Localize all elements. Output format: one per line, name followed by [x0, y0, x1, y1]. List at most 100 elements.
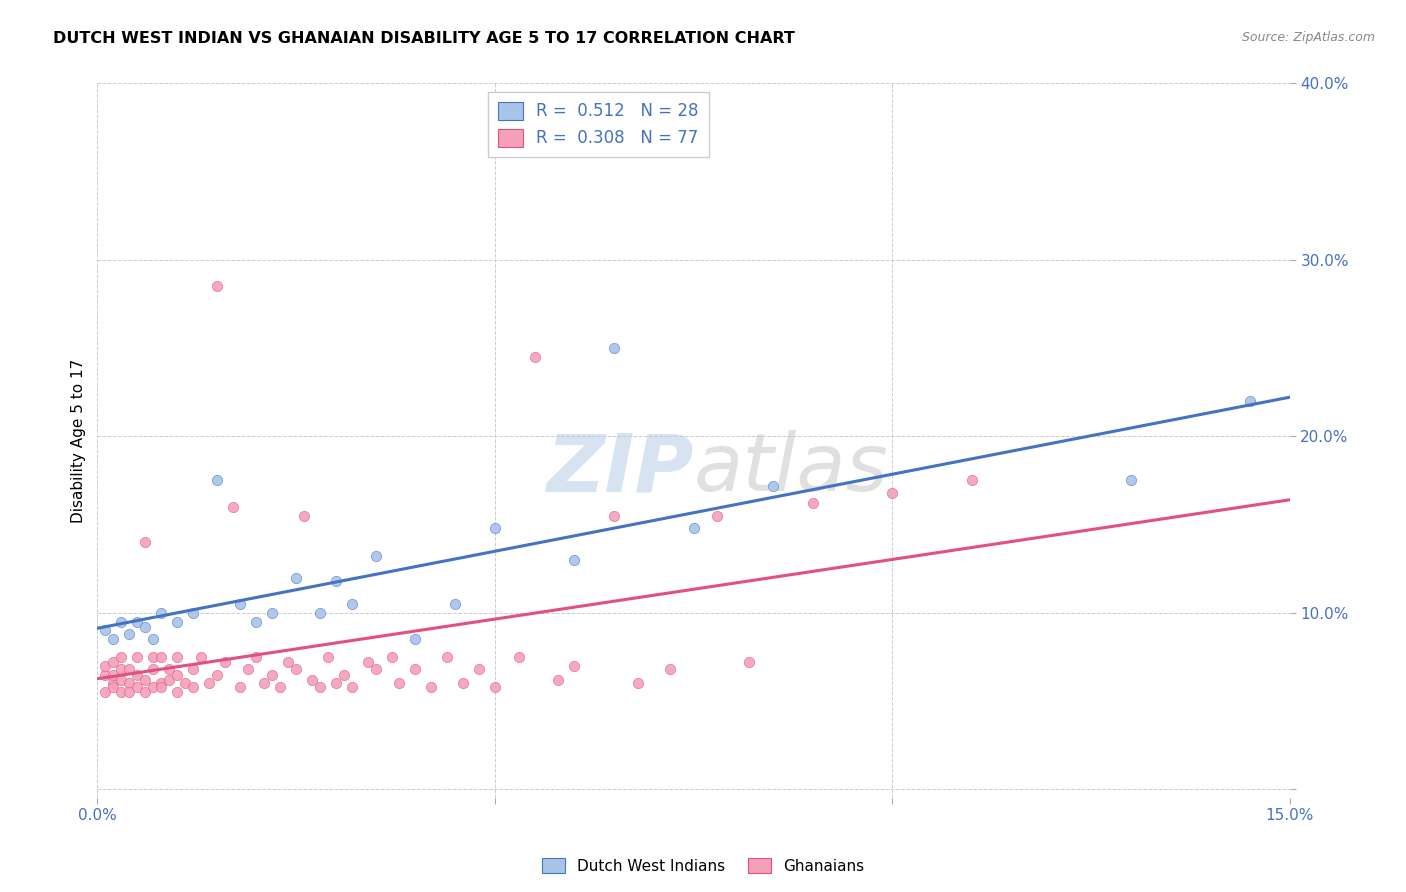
Point [181, 606, 204, 620]
Point [325, 574, 347, 588]
Point [484, 521, 506, 535]
Point [110, 673, 132, 687]
Point [356, 655, 378, 669]
Point [420, 680, 443, 694]
Point [325, 676, 347, 690]
Point [127, 649, 149, 664]
Point [603, 341, 626, 355]
Point [229, 597, 252, 611]
Point [103, 667, 125, 681]
Point [468, 662, 491, 676]
Point [157, 673, 180, 687]
Point [127, 667, 149, 681]
Point [301, 673, 323, 687]
Point [364, 549, 387, 564]
Point [404, 632, 426, 647]
Point [960, 474, 983, 488]
Point [801, 496, 824, 510]
Point [882, 485, 904, 500]
Point [205, 667, 228, 681]
Text: Source: ZipAtlas.com: Source: ZipAtlas.com [1241, 31, 1375, 45]
Point [388, 676, 411, 690]
Point [309, 606, 332, 620]
Point [166, 685, 188, 699]
Point [190, 649, 212, 664]
Point [166, 649, 188, 664]
Point [118, 676, 141, 690]
Point [547, 673, 569, 687]
Text: DUTCH WEST INDIAN VS GHANAIAN DISABILITY AGE 5 TO 17 CORRELATION CHART: DUTCH WEST INDIAN VS GHANAIAN DISABILITY… [53, 31, 796, 46]
Point [142, 680, 165, 694]
Point [309, 680, 332, 694]
Point [340, 597, 363, 611]
Point [142, 632, 165, 647]
Point [103, 632, 125, 647]
Point [149, 680, 172, 694]
Point [245, 649, 267, 664]
Point [205, 474, 228, 488]
Point [262, 606, 284, 620]
Point [277, 655, 299, 669]
Point [285, 662, 308, 676]
Y-axis label: Disability Age 5 to 17: Disability Age 5 to 17 [72, 359, 86, 523]
Point [762, 479, 785, 493]
Text: ZIP: ZIP [547, 430, 693, 508]
Point [149, 606, 172, 620]
Point [142, 662, 165, 676]
Point [134, 673, 156, 687]
Point [564, 553, 586, 567]
Point [508, 649, 530, 664]
Point [221, 500, 243, 514]
Point [451, 676, 474, 690]
Point [166, 615, 188, 629]
Point [118, 662, 141, 676]
Point [173, 676, 195, 690]
Point [269, 680, 291, 694]
Point [444, 597, 467, 611]
Point [118, 627, 141, 641]
Point [134, 685, 156, 699]
Point [149, 649, 172, 664]
Point [706, 508, 728, 523]
Point [181, 680, 204, 694]
Point [142, 649, 165, 664]
Point [627, 676, 650, 690]
Point [214, 655, 236, 669]
Point [118, 685, 141, 699]
Legend: R =  0.512   N = 28, R =  0.308   N = 77: R = 0.512 N = 28, R = 0.308 N = 77 [488, 92, 709, 158]
Point [103, 680, 125, 694]
Point [94, 667, 117, 681]
Point [157, 662, 180, 676]
Point [110, 649, 132, 664]
Point [316, 649, 339, 664]
Point [197, 676, 219, 690]
Point [340, 680, 363, 694]
Point [94, 685, 117, 699]
Point [1119, 474, 1142, 488]
Point [110, 615, 132, 629]
Point [134, 620, 156, 634]
Point [253, 676, 276, 690]
Point [484, 680, 506, 694]
Point [564, 658, 586, 673]
Point [127, 680, 149, 694]
Point [103, 676, 125, 690]
Point [658, 662, 681, 676]
Point [364, 662, 387, 676]
Point [292, 508, 315, 523]
Point [245, 615, 267, 629]
Text: atlas: atlas [693, 430, 889, 508]
Point [436, 649, 458, 664]
Point [738, 655, 761, 669]
Point [262, 667, 284, 681]
Point [380, 649, 402, 664]
Point [149, 676, 172, 690]
Point [603, 508, 626, 523]
Point [110, 662, 132, 676]
Point [682, 521, 704, 535]
Point [404, 662, 426, 676]
Point [285, 570, 308, 584]
Point [110, 685, 132, 699]
Point [103, 655, 125, 669]
Point [94, 658, 117, 673]
